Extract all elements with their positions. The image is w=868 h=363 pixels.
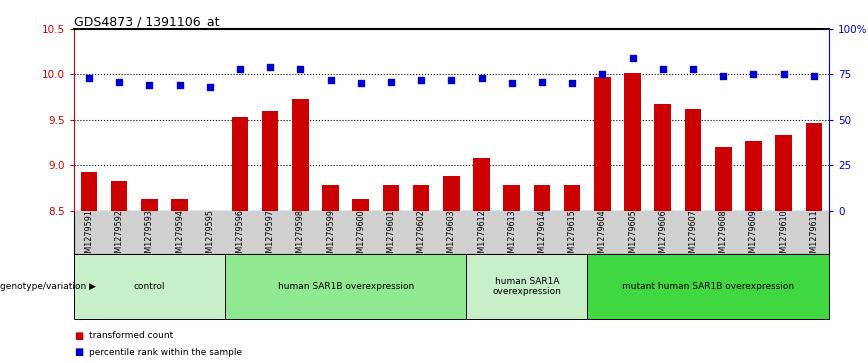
Bar	[715, 147, 732, 211]
Bar	[232, 117, 248, 211]
Point	[505, 81, 519, 86]
Bar	[413, 185, 430, 211]
Point	[535, 79, 549, 85]
Bar	[654, 104, 671, 211]
Bar	[564, 185, 581, 211]
Point	[384, 79, 398, 85]
Bar	[775, 135, 792, 211]
Point	[82, 75, 95, 81]
Point	[293, 66, 307, 72]
Text: human SAR1B overexpression: human SAR1B overexpression	[278, 282, 414, 291]
Bar	[292, 99, 309, 211]
Point	[354, 81, 368, 86]
Bar	[745, 141, 762, 211]
Bar	[624, 73, 641, 211]
Bar	[141, 199, 158, 211]
Bar	[262, 111, 279, 211]
Bar	[352, 199, 369, 211]
Bar	[534, 185, 550, 211]
Bar	[685, 109, 701, 211]
Point	[565, 81, 579, 86]
Text: ■: ■	[74, 331, 83, 341]
Point	[203, 84, 217, 90]
Text: control: control	[134, 282, 165, 291]
Point	[142, 82, 156, 88]
Point	[716, 73, 730, 79]
Bar	[473, 158, 490, 211]
Bar	[322, 185, 339, 211]
Point	[777, 72, 791, 77]
Point	[233, 66, 247, 72]
Point	[173, 82, 187, 88]
Point	[414, 77, 428, 83]
Point	[807, 73, 821, 79]
Point	[626, 55, 640, 61]
Bar	[503, 185, 520, 211]
Point	[263, 64, 277, 70]
FancyBboxPatch shape	[588, 254, 829, 319]
Bar	[443, 176, 460, 211]
Text: human SAR1A
overexpression: human SAR1A overexpression	[492, 277, 562, 297]
Point	[444, 77, 458, 83]
Bar	[806, 122, 822, 211]
Point	[746, 72, 760, 77]
Bar	[81, 171, 97, 211]
FancyBboxPatch shape	[225, 254, 466, 319]
FancyBboxPatch shape	[466, 254, 588, 319]
Point	[112, 79, 126, 85]
Bar	[594, 77, 611, 211]
FancyBboxPatch shape	[74, 254, 225, 319]
Bar	[383, 185, 399, 211]
Text: transformed count: transformed count	[89, 331, 174, 340]
Bar	[171, 199, 187, 211]
Text: ■: ■	[74, 347, 83, 357]
Point	[324, 77, 338, 83]
Bar	[111, 182, 128, 211]
Point	[686, 66, 700, 72]
Point	[595, 72, 609, 77]
Text: percentile rank within the sample: percentile rank within the sample	[89, 348, 242, 356]
Point	[656, 66, 670, 72]
Point	[475, 75, 489, 81]
Text: mutant human SAR1B overexpression: mutant human SAR1B overexpression	[622, 282, 794, 291]
Text: GDS4873 / 1391106_at: GDS4873 / 1391106_at	[74, 15, 220, 28]
Text: genotype/variation ▶: genotype/variation ▶	[0, 282, 96, 291]
